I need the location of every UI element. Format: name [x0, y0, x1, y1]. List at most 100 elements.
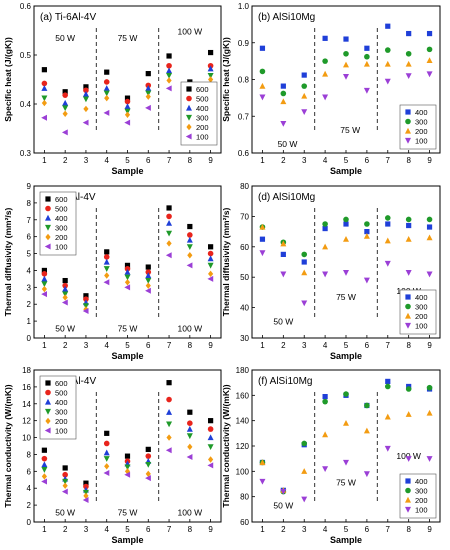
data-point-300W: [207, 262, 214, 269]
x-tick-label: 6: [365, 525, 370, 534]
legend-marker-400: [45, 214, 51, 221]
data-point-100W: [124, 284, 131, 291]
x-tick-label: 8: [188, 525, 193, 534]
y-axis-label: Thermal diffusivity (mm²/s): [3, 208, 13, 317]
data-point-200W: [104, 463, 110, 470]
chart-panel-d: 1 2 3 4 5 6 7 8 9 30 40 50 60 70 80 Sample Thermal diffu…: [221, 182, 441, 361]
data-point-400W: [322, 225, 328, 232]
data-point-300W: [301, 251, 308, 258]
x-tick-label: 1: [260, 341, 265, 350]
data-point-300W: [426, 384, 433, 391]
y-tick-label: 100: [236, 467, 250, 476]
y-tick-label: 6: [27, 467, 32, 476]
data-point-200W: [405, 236, 412, 242]
legend-label: 200: [415, 127, 428, 136]
data-point-300W: [103, 266, 110, 272]
data-point-400W: [385, 23, 391, 29]
y-tick-label: 30: [240, 334, 249, 343]
x-tick-label: 6: [365, 341, 370, 350]
x-tick-label: 5: [344, 156, 349, 165]
data-point-400W: [62, 99, 69, 106]
data-point-300W: [426, 216, 433, 223]
data-point-400W: [280, 251, 286, 257]
data-point-200W: [384, 60, 391, 67]
data-point-100W: [124, 119, 131, 126]
legend-marker-200: [45, 233, 51, 241]
legend-label: 100: [415, 506, 428, 515]
y-axis-label: Thermal diffusivity (mm²/s): [221, 208, 231, 317]
legend-label: 100: [55, 243, 68, 252]
data-point-600W: [187, 223, 193, 230]
legend-marker-400: [186, 104, 192, 111]
power-label: 50 W: [273, 501, 293, 511]
data-point-600W: [124, 95, 131, 101]
data-point-500W: [187, 232, 193, 238]
legend-marker-100: [44, 427, 51, 434]
data-point-300W: [186, 244, 193, 250]
x-tick-label: 2: [63, 156, 68, 165]
data-point-600W: [124, 453, 131, 459]
data-point-400W: [124, 103, 131, 110]
power-label: 100 W: [178, 324, 203, 334]
data-point-300W: [62, 478, 69, 485]
data-point-300W: [405, 50, 412, 57]
data-point-400W: [41, 461, 48, 468]
y-tick-label: 3: [27, 283, 32, 292]
x-tick-label: 4: [104, 156, 109, 165]
x-tick-label: 3: [302, 525, 307, 534]
y-tick-label: 1.0: [238, 2, 250, 11]
y-tick-label: 5: [27, 250, 32, 259]
data-point-200W: [426, 57, 433, 63]
data-point-400W: [301, 259, 307, 265]
data-point-100W: [145, 104, 151, 111]
data-point-500W: [41, 80, 48, 87]
data-point-600W: [62, 465, 68, 471]
legend-label: 500: [55, 205, 68, 214]
data-point-100W: [343, 459, 349, 466]
y-tick-label: 18: [22, 366, 31, 375]
legend-marker-200: [45, 417, 51, 425]
legend-label: 300: [196, 114, 209, 123]
power-label: 100 W: [178, 508, 203, 518]
y-tick-label: 12: [22, 417, 31, 426]
y-tick-label: 0.8: [238, 76, 250, 85]
data-point-400W: [186, 425, 193, 432]
legend-marker-400: [405, 478, 411, 484]
data-point-200W: [301, 269, 308, 276]
data-point-200W: [83, 306, 89, 313]
data-point-200W: [208, 270, 214, 278]
data-point-200W: [41, 99, 47, 107]
data-point-600W: [104, 69, 110, 75]
data-point-100W: [82, 119, 89, 126]
data-point-100W: [82, 497, 89, 504]
y-tick-label: 1: [27, 317, 32, 326]
x-axis-label: Sample: [330, 351, 362, 361]
legend-label: 400: [55, 398, 68, 407]
data-point-100W: [186, 262, 193, 269]
power-label: 75 W: [118, 324, 138, 334]
x-tick-label: 3: [84, 341, 89, 350]
data-point-400W: [406, 222, 412, 229]
data-point-200W: [343, 420, 349, 426]
y-tick-label: 120: [236, 442, 250, 451]
x-tick-label: 5: [344, 341, 349, 350]
legend-marker-400: [405, 109, 411, 115]
data-point-200W: [62, 110, 68, 117]
legend-marker-400: [405, 294, 411, 300]
data-point-500W: [166, 213, 172, 220]
data-point-400W: [364, 229, 370, 235]
y-tick-label: 6: [27, 233, 32, 242]
data-point-100W: [280, 271, 287, 278]
legend-label: 200: [415, 496, 428, 505]
data-point-200W: [343, 61, 349, 68]
legend-label: 200: [55, 233, 68, 242]
data-point-400W: [145, 85, 152, 91]
data-point-400W: [406, 30, 412, 37]
data-point-300W: [301, 440, 308, 447]
data-point-300W: [322, 398, 328, 405]
data-point-400W: [103, 449, 110, 456]
data-point-600W: [145, 446, 151, 452]
